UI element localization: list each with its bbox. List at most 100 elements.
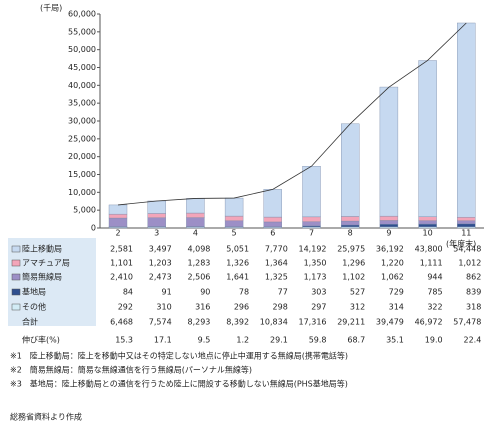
x-tick-label: 6	[270, 229, 275, 238]
bar-segment	[341, 224, 360, 228]
x-tick-label: 4	[193, 229, 198, 238]
table-value: 54,448	[453, 245, 481, 254]
x-tick-label: 3	[154, 229, 159, 238]
table-value: 36,192	[376, 245, 404, 254]
table-value: 785	[427, 288, 442, 297]
footnote: ※3 基地局：陸上移動局との通信を行うため陸上に開設する移動しない無線局(PHS…	[10, 379, 348, 389]
legend-swatch	[11, 303, 21, 311]
table-value: 310	[156, 303, 171, 312]
y-tick-label: 50,000	[68, 45, 96, 54]
table-value: 59.8	[309, 336, 327, 345]
table-value: 8,392	[226, 318, 249, 327]
table-value: 57,478	[453, 318, 481, 327]
bar-segment	[263, 216, 282, 223]
table-value: 1,062	[381, 273, 404, 282]
table-value: 1,173	[304, 273, 327, 282]
legend-label: 陸上移動局	[22, 244, 62, 254]
bar-segment	[302, 166, 321, 218]
table-value: 1,283	[187, 259, 210, 268]
bar-segment	[379, 224, 399, 228]
footnote: ※2 簡易無線局：簡易な無線通信を行う無線局(パーソナル無線等)	[10, 365, 252, 375]
table-value: 10,834	[260, 318, 288, 327]
x-tick-label: 2	[115, 229, 120, 238]
table-value: 2,506	[187, 273, 210, 282]
table-value: 1,101	[110, 259, 133, 268]
table-value: 298	[273, 303, 288, 312]
bar-segment	[418, 60, 437, 217]
table-value: 25,975	[337, 245, 365, 254]
y-axis-label: (千局)	[40, 3, 62, 13]
table-value: 1,111	[420, 259, 443, 268]
table-value: 729	[389, 288, 404, 297]
table-value: 46,972	[415, 318, 443, 327]
legend-swatch	[11, 273, 21, 281]
bar-segment	[341, 123, 360, 217]
x-tick-label: 9	[386, 229, 391, 238]
table-value: 15.3	[115, 336, 133, 345]
bar-segment	[224, 197, 244, 217]
x-tick-label: 8	[348, 229, 353, 238]
table-value: 318	[466, 303, 481, 312]
table-value: 78	[239, 288, 249, 297]
table-value: 2,581	[110, 245, 133, 254]
table-value: 17,316	[299, 318, 327, 327]
source: 総務省資料より作成	[10, 412, 82, 422]
table-value: 8,293	[187, 318, 210, 327]
bar-segment	[108, 213, 128, 219]
bar-segment	[108, 217, 128, 227]
table-value: 303	[311, 288, 326, 297]
y-tick-label: 15,000	[68, 170, 96, 179]
bar-segment	[302, 221, 321, 227]
table-value: 296	[234, 303, 249, 312]
table-value: 1,296	[342, 259, 365, 268]
table-value: 43,800	[415, 245, 443, 254]
x-axis-label: (年度末)	[446, 239, 476, 249]
table-value: 7,770	[265, 245, 288, 254]
bar-segment	[457, 216, 476, 221]
legend-label: 簡易無線局	[22, 272, 62, 282]
bar-segment	[263, 189, 282, 218]
row-label: 合計	[22, 317, 38, 327]
bar-segment	[224, 215, 244, 222]
bar-segment	[186, 198, 205, 214]
x-tick-label: 7	[309, 229, 314, 238]
table-value: 22.4	[463, 336, 481, 345]
table-value: 862	[466, 273, 481, 282]
table-value: 9.5	[198, 336, 211, 345]
footnote: ※1 陸上移動局：陸上を移動中又はその特定しない地点に停止中運用する無線局(携帯…	[10, 351, 348, 361]
bar-segment	[224, 220, 244, 227]
bar-segment	[379, 220, 399, 225]
bar-segment	[341, 216, 360, 222]
legend-swatch	[11, 245, 21, 253]
y-tick-label: 0	[91, 224, 96, 233]
bar-segment	[147, 213, 166, 218]
table-value: 7,574	[149, 318, 172, 327]
bar-segment	[379, 86, 399, 217]
table-value: 3,497	[149, 245, 172, 254]
table-value: 292	[118, 303, 133, 312]
table-value: 90	[200, 288, 210, 297]
y-tick-label: 20,000	[68, 152, 96, 161]
x-tick-label: 5	[232, 229, 237, 238]
y-tick-label: 40,000	[68, 81, 96, 90]
y-tick-label: 25,000	[68, 134, 96, 143]
table-value: 1.2	[236, 336, 249, 345]
table-value: 68.7	[347, 336, 365, 345]
table-value: 6,468	[110, 318, 133, 327]
x-tick-label: 10	[423, 229, 433, 238]
table-value: 5,051	[226, 245, 249, 254]
bar-segment	[418, 220, 437, 225]
bar-segment	[457, 22, 476, 218]
table-value: 1,326	[226, 259, 249, 268]
table-value: 2,410	[110, 273, 133, 282]
table-value: 297	[311, 303, 326, 312]
bar-segment	[147, 200, 166, 214]
table-value: 527	[350, 288, 365, 297]
table-value: 1,350	[304, 259, 327, 268]
y-tick-label: 10,000	[68, 188, 96, 197]
table-value: 1,203	[149, 259, 172, 268]
table-value: 19.0	[425, 336, 443, 345]
table-value: 4,098	[187, 245, 210, 254]
y-tick-label: 60,000	[68, 10, 96, 19]
